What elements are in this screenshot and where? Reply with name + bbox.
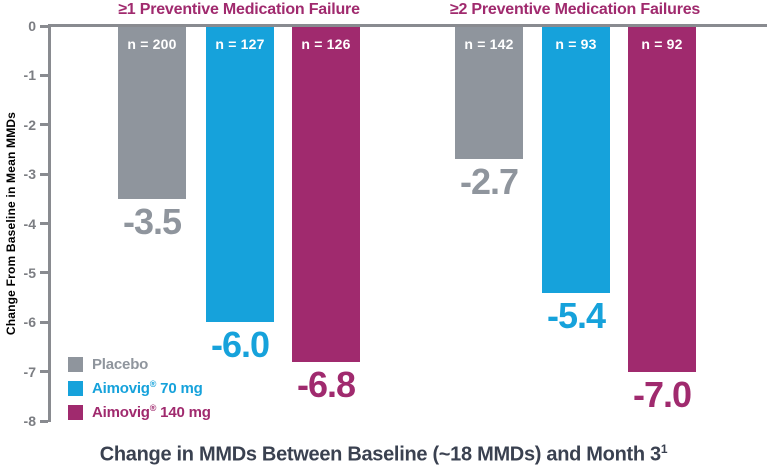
legend-item: Placebo [68,352,211,376]
bar: n = 92 [628,27,696,372]
bar-value-label: -5.4 [546,294,606,336]
bar-n-label: n = 142 [464,36,514,52]
bar-n-label: n = 126 [301,36,351,52]
y-axis-line [48,24,51,422]
y-tick-label: -5 [23,264,36,281]
chart-caption: Change in MMDs Between Baseline (~18 MMD… [0,442,767,467]
y-tick-mark [40,24,48,28]
bar-value-label: -6.0 [210,324,270,366]
bar-n-label: n = 127 [215,36,265,52]
registered-trademark-symbol: ® [149,403,157,413]
y-tick-mark [40,172,48,176]
y-tick-label: -1 [23,67,36,84]
bar-value-label: -3.5 [122,200,182,242]
y-tick-label: -8 [23,413,36,429]
legend: Placebo Aimovig® 70 mg Aimovig® 140 mg [68,352,211,424]
y-tick-mark [40,271,48,275]
bar-value-label: -2.7 [459,161,519,203]
y-tick-label: 0 [28,18,36,34]
y-tick-label: -2 [23,116,36,133]
bar: n = 200 [118,27,186,199]
legend-label: Aimovig® 70 mg [92,379,203,397]
legend-label: Aimovig® 140 mg [92,403,211,421]
legend-swatch [68,356,83,372]
bar-value-label: -6.8 [296,363,356,405]
bar-n-label: n = 93 [555,36,597,52]
y-tick-label: -7 [23,363,36,380]
legend-swatch [68,380,83,396]
y-tick-label: -6 [23,314,36,331]
bar-value-label: -7.0 [632,373,692,415]
y-tick-mark [40,419,48,423]
bar: n = 126 [292,27,360,362]
bar-n-label: n = 92 [641,36,683,52]
legend-item: Aimovig® 140 mg [68,400,211,424]
group-header: ≥2 Preventive Medication Failures [449,1,701,18]
chart-caption-footnote-marker: 1 [660,442,668,457]
baseline-zero-line [48,24,767,27]
bar: n = 142 [455,27,523,160]
y-tick-label: -4 [23,215,36,232]
bar-n-label: n = 200 [127,36,177,52]
bar: n = 127 [206,27,274,323]
y-tick-label: -3 [23,166,36,183]
y-tick-mark [40,123,48,127]
legend-item: Aimovig® 70 mg [68,376,211,400]
legend-swatch [68,404,83,420]
chart-caption-text: Change in MMDs Between Baseline (~18 MMD… [99,444,661,466]
y-tick-mark [40,222,48,225]
legend-label: Placebo [92,355,149,373]
group-header: ≥1 Preventive Medication Failure [118,1,360,18]
bar: n = 93 [542,27,610,293]
y-tick-mark [40,73,48,77]
y-tick-mark [40,320,48,324]
registered-trademark-symbol: ® [149,379,157,389]
y-tick-mark [40,370,48,374]
